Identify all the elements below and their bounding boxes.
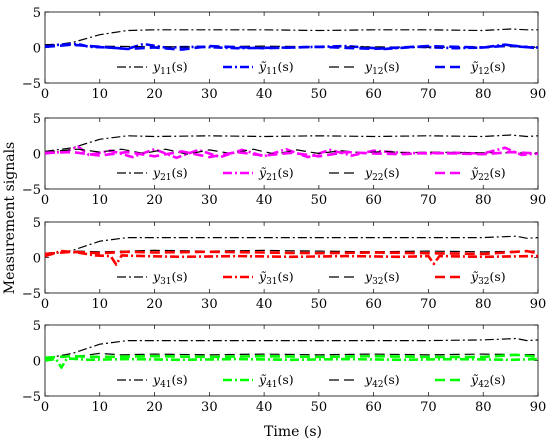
series-line-41-tilde: [44, 357, 539, 369]
y-tick-label: −5: [22, 77, 41, 92]
series-line-31-tilde: [44, 249, 539, 266]
x-tick-label: 20: [146, 193, 163, 208]
x-tick-label: 0: [41, 87, 49, 102]
x-tick-label: 20: [146, 297, 163, 312]
legend-label: ỹ12(s): [470, 59, 506, 77]
x-tick-label: 20: [146, 87, 163, 102]
y-tick-label: −5: [22, 287, 41, 302]
y-tick-label: 5: [33, 6, 41, 21]
legend-label: y11(s): [152, 59, 188, 77]
x-tick-label: 40: [256, 87, 273, 102]
series-line-22: [44, 148, 538, 155]
y-tick-label: 0: [33, 252, 41, 267]
legend-label: y12(s): [364, 59, 400, 77]
x-tick-label: 0: [41, 297, 49, 312]
legend-label: ỹ11(s): [258, 59, 294, 77]
x-tick-label: 80: [475, 297, 492, 312]
x-tick-label: 30: [201, 400, 218, 415]
x-tick-label: 90: [530, 400, 547, 415]
legend-label: y31(s): [152, 269, 188, 287]
series-line-22-tilde: [44, 150, 539, 159]
series-line-11-tilde: [44, 42, 539, 51]
y-axis-title: Measurement signals: [2, 142, 18, 294]
x-tick-label: 60: [365, 400, 382, 415]
x-tick-label: 70: [420, 400, 437, 415]
x-tick-label: 40: [256, 297, 273, 312]
y-tick-label: −5: [22, 183, 41, 198]
x-tick-label: 70: [420, 297, 437, 312]
x-tick-label: 90: [530, 87, 547, 102]
series-line-11: [44, 28, 538, 47]
x-tick-label: 10: [92, 400, 109, 415]
x-tick-label: 10: [92, 87, 109, 102]
x-tick-label: 10: [92, 193, 109, 208]
legend-label: ỹ31(s): [258, 269, 294, 287]
x-tick-label: 40: [256, 193, 273, 208]
y-tick-label: 5: [33, 216, 41, 231]
x-tick-label: 30: [201, 297, 218, 312]
x-axis-title: Time (s): [264, 424, 322, 440]
x-tick-label: 60: [365, 297, 382, 312]
series-line-21: [44, 134, 539, 152]
legend-label: ỹ41(s): [258, 372, 294, 390]
legend-label: y42(s): [364, 372, 400, 390]
legend-label: ỹ32(s): [470, 269, 506, 287]
legend-label: ỹ21(s): [258, 165, 294, 183]
legend-label: y41(s): [152, 372, 188, 390]
x-tick-label: 0: [41, 193, 49, 208]
y-tick-label: 0: [33, 355, 41, 370]
x-tick-label: 60: [365, 87, 382, 102]
series-line-42: [44, 352, 539, 359]
legend-label: y32(s): [364, 269, 400, 287]
legend-label: ỹ22(s): [470, 165, 506, 183]
x-tick-label: 70: [420, 87, 437, 102]
series-line-32-tilde: [44, 249, 539, 256]
x-tick-label: 0: [41, 400, 49, 415]
x-tick-label: 30: [201, 87, 218, 102]
x-tick-label: 50: [311, 87, 328, 102]
x-tick-label: 80: [475, 193, 492, 208]
x-tick-label: 10: [92, 297, 109, 312]
series-line-12-tilde: [44, 43, 539, 51]
x-tick-label: 60: [365, 193, 382, 208]
x-tick-label: 40: [256, 400, 273, 415]
y-tick-label: 0: [33, 148, 41, 163]
y-tick-label: 5: [33, 112, 41, 127]
legend-label: y22(s): [364, 165, 400, 183]
series-line-42-tilde: [44, 353, 539, 359]
x-tick-label: 90: [530, 193, 547, 208]
legend-label: y21(s): [152, 165, 188, 183]
x-tick-label: 90: [530, 297, 547, 312]
y-tick-label: 5: [33, 319, 41, 334]
x-tick-label: 30: [201, 193, 218, 208]
x-tick-label: 50: [311, 400, 328, 415]
series-line-31: [44, 235, 539, 256]
legend-label: ỹ42(s): [470, 372, 506, 390]
x-tick-label: 70: [420, 193, 437, 208]
x-tick-label: 50: [311, 193, 328, 208]
x-tick-label: 80: [475, 400, 492, 415]
x-tick-label: 80: [475, 87, 492, 102]
x-tick-label: 50: [311, 297, 328, 312]
x-tick-label: 20: [146, 400, 163, 415]
series-line-41: [44, 337, 539, 359]
y-tick-label: 0: [33, 42, 41, 57]
y-tick-label: −5: [22, 390, 41, 405]
